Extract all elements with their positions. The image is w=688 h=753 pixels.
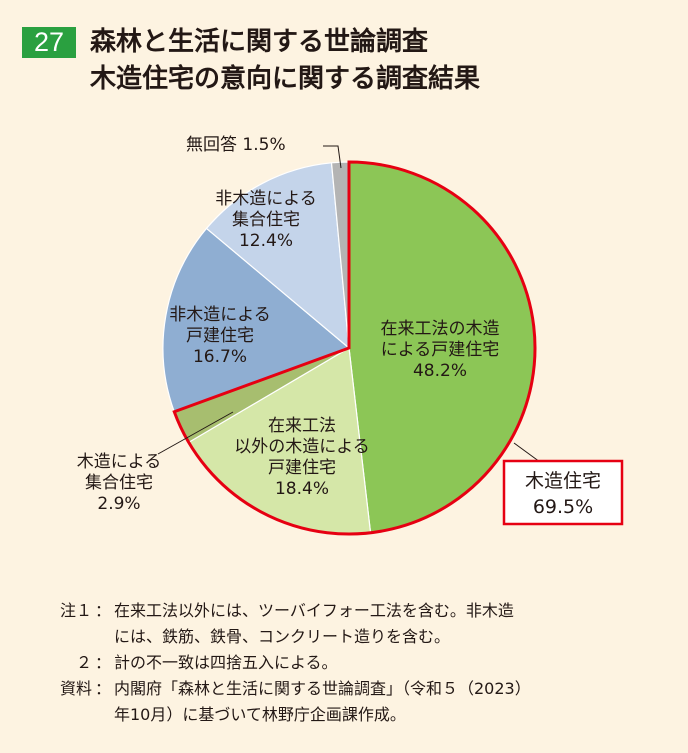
note-head: 資料: [59, 679, 92, 698]
note-separator: ：: [94, 679, 111, 698]
note-row: 資料 ： 内閣府「森林と生活に関する世論調査」（令和５（2023） 年10月）に…: [22, 676, 672, 728]
chart-title-line-2: 木造住宅の意向に関する調査結果: [90, 64, 481, 94]
callout-leader-line: [513, 442, 541, 463]
leader-line: [323, 145, 342, 169]
note-body: 内閣府「森林と生活に関する世論調査」（令和５（2023） 年10月）に基づいて林…: [114, 679, 531, 724]
notes-section: 注１ ： 在来工法以外には、ツーバイフォー工法を含む。非木造 には、鉄筋、鉄骨、…: [22, 598, 672, 728]
note-separator: ：: [94, 601, 111, 620]
group-callout-box: [502, 459, 624, 526]
note-separator: ：: [94, 653, 111, 672]
slice-label: 在来工法以外の木造による戸建住宅 18.4%: [234, 416, 370, 499]
note-row: ２ ： 計の不一致は四捨五入による。: [22, 650, 672, 676]
group-callout-label: 木造住宅: [525, 470, 601, 492]
pie-slice: [162, 227, 351, 413]
slice-label: 木造による集合住宅 2.9%: [77, 452, 162, 514]
chart-title-line-1: 森林と生活に関する世論調査: [90, 27, 429, 57]
slice-label: 在来工法の木造による戸建住宅 48.2%: [381, 319, 500, 381]
leader-line: [157, 411, 234, 455]
slice-label: 非木造による集合住宅 12.4%: [215, 189, 317, 251]
note-body: 計の不一致は四捨五入による。: [114, 653, 338, 672]
group-highlight-outline: [172, 160, 537, 536]
note-head: 注１: [59, 601, 92, 620]
pie-slice: [205, 162, 350, 350]
note-body: 在来工法以外には、ツーバイフォー工法を含む。非木造 には、鉄筋、鉄骨、コンクリー…: [114, 601, 514, 646]
note-head: ２: [75, 653, 92, 672]
group-callout-value: 69.5%: [533, 496, 593, 518]
slice-label: 非木造による戸建住宅 16.7%: [169, 305, 271, 367]
slice-label: 無回答 1.5%: [186, 135, 286, 155]
pie-chart: 在来工法の木造による戸建住宅 48.2%在来工法以外の木造による戸建住宅 18.4%…: [77, 135, 624, 536]
note-row: 注１ ： 在来工法以外には、ツーバイフォー工法を含む。非木造 には、鉄筋、鉄骨、…: [22, 598, 672, 650]
figure-number-badge: 27: [22, 27, 76, 58]
